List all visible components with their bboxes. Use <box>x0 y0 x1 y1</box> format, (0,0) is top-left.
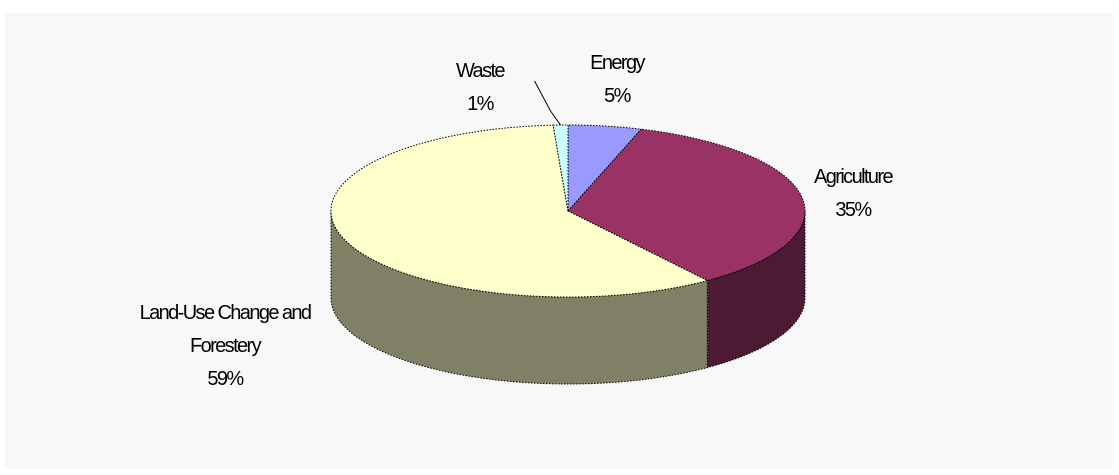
label-name: Agriculture <box>814 166 893 188</box>
label-percent: 35% <box>835 199 872 221</box>
slice-agriculture <box>567 128 806 282</box>
leader-line-waste <box>534 80 561 126</box>
pie-chart: Energy 5% Agriculture 35% Land-Use Change an… <box>140 52 896 390</box>
label-name: Forestery <box>190 335 262 357</box>
pie-slices <box>330 124 806 298</box>
slice-energy <box>567 124 643 213</box>
label-land-use-change-and-forestery: Land-Use Change and Forestery 59% <box>140 302 313 390</box>
label-name: Land-Use Change and <box>140 302 311 324</box>
label-agriculture: Agriculture 35% <box>814 166 895 221</box>
label-energy: Energy 5% <box>590 52 647 107</box>
label-name: Energy <box>590 52 645 74</box>
label-name: Waste <box>456 60 505 82</box>
label-waste: Waste 1% <box>456 60 507 115</box>
slice-labels: Energy 5% Agriculture 35% Land-Use Change an… <box>140 52 896 390</box>
slice-waste <box>552 124 569 212</box>
leader-lines <box>534 80 561 126</box>
chart-area: Energy 5% Agriculture 35% Land-Use Change an… <box>5 13 1113 469</box>
label-percent: 59% <box>207 368 244 390</box>
pie-sides <box>330 210 806 385</box>
label-percent: 5% <box>604 85 632 107</box>
label-percent: 1% <box>467 93 495 115</box>
slice-land-use-change-and-forestery <box>330 124 709 298</box>
